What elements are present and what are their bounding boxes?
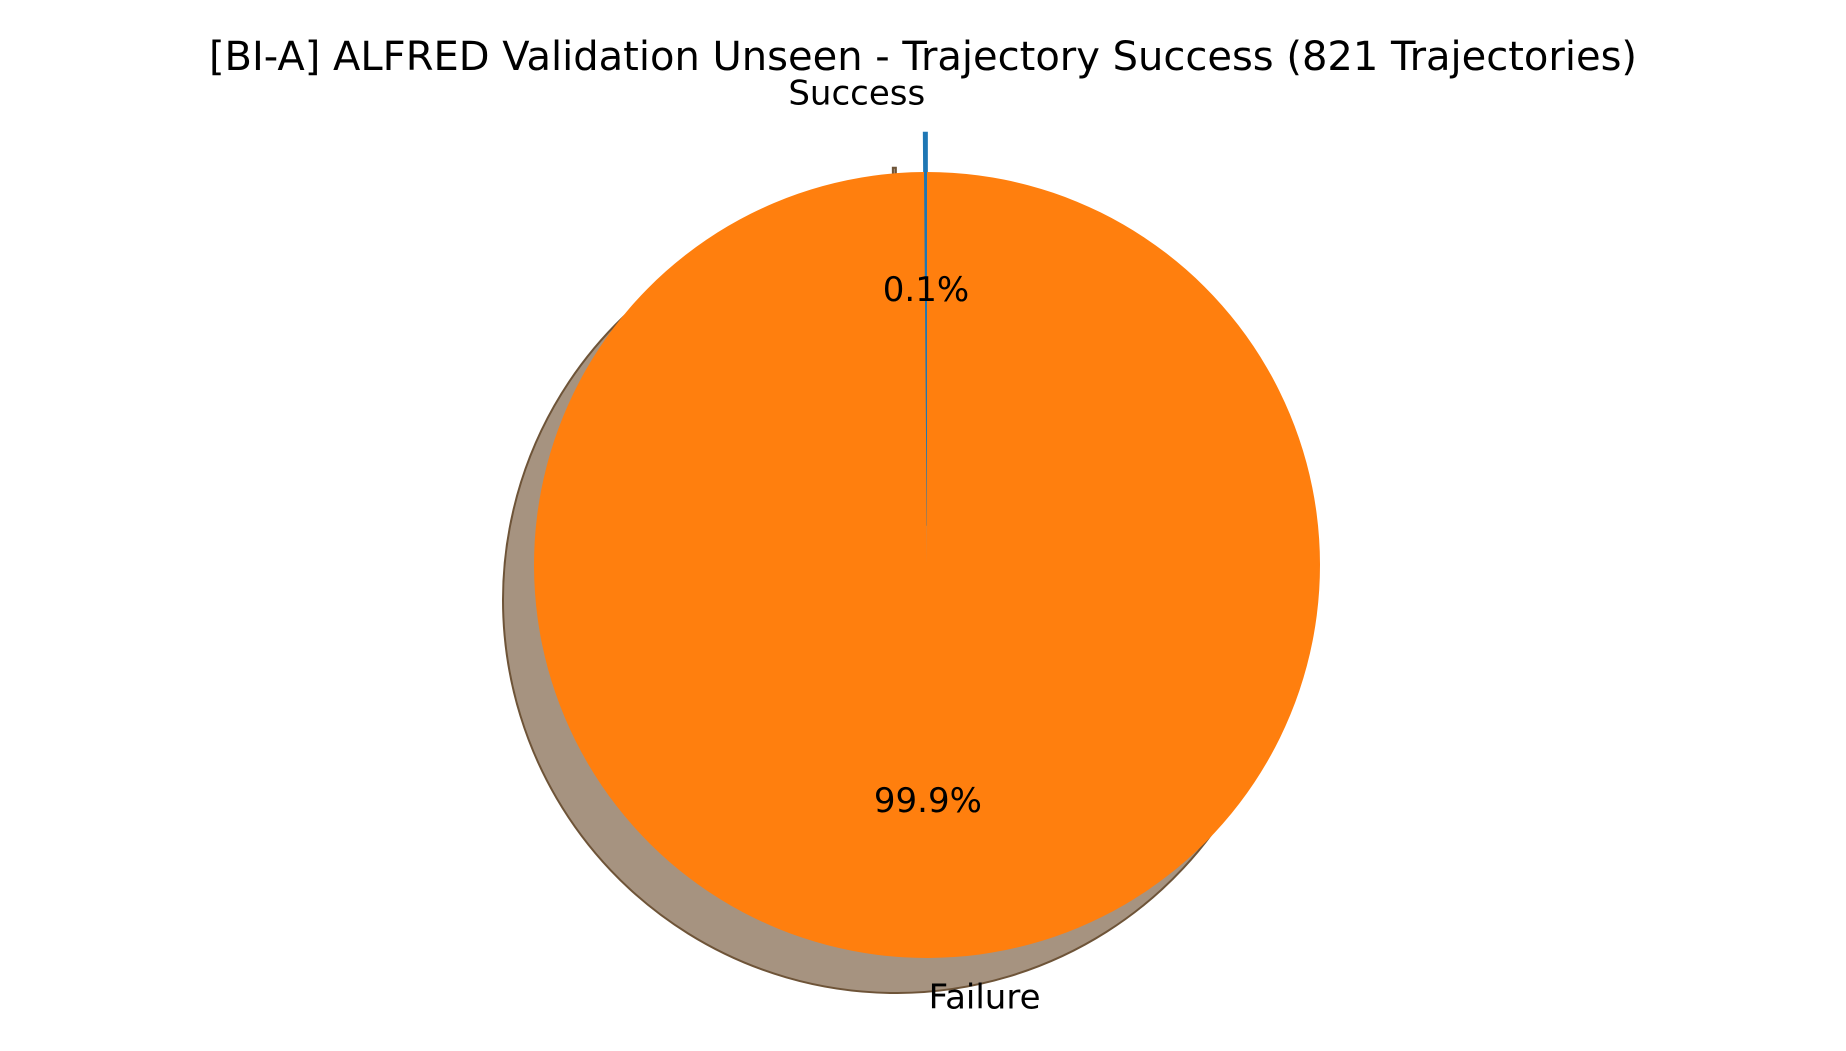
slice-success xyxy=(922,131,928,526)
slice-label-success: Success xyxy=(788,73,925,113)
slice-label-failure: Failure xyxy=(929,977,1041,1017)
percent-label-failure: 99.9% xyxy=(874,781,982,821)
pie-slices xyxy=(534,131,1321,958)
slice-failure xyxy=(534,172,1321,958)
pie-labels: Success 0.1% Failure 99.9% xyxy=(788,73,1040,1017)
chart-title: [BI-A] ALFRED Validation Unseen - Trajec… xyxy=(209,34,1637,80)
percent-label-success: 0.1% xyxy=(883,270,969,310)
